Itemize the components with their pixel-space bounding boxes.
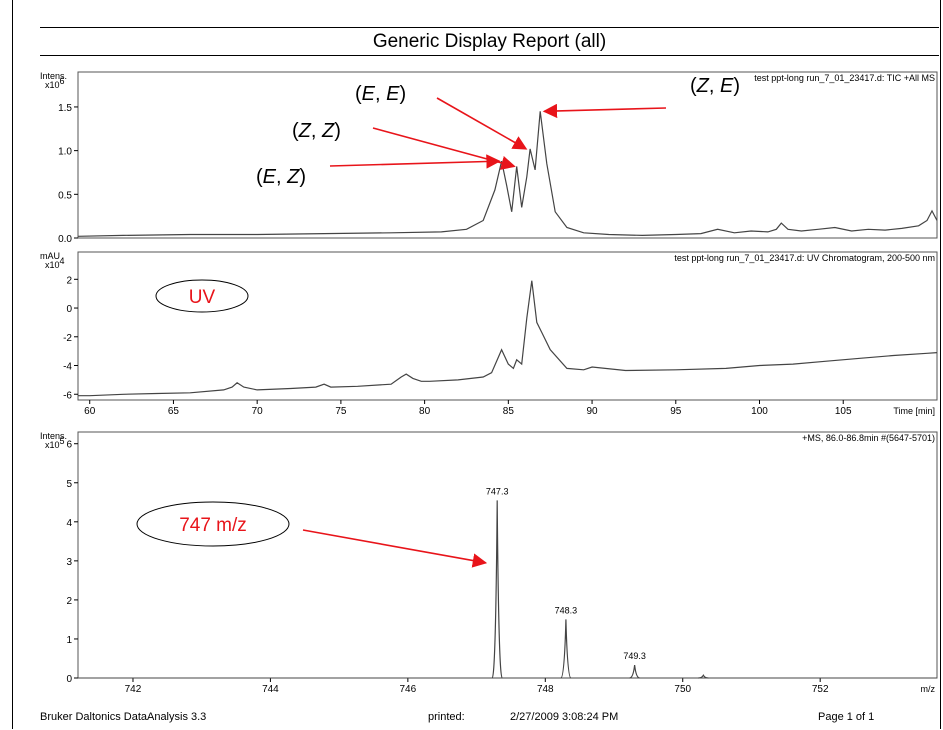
ms-xtick-label: 744	[262, 684, 279, 695]
uv-ytick-label: 2	[66, 275, 72, 286]
ms-xtick-label: 752	[812, 684, 829, 695]
mz-arrow	[302, 529, 488, 568]
header-rule-top	[40, 27, 939, 28]
ms-ytick-label: 1	[66, 635, 72, 646]
mz-label-ellipse	[136, 501, 290, 547]
ms-trace-title: +MS, 86.0-86.8min #(5647-5701)	[802, 433, 935, 443]
uv-plot-frame	[77, 251, 938, 401]
isomer-label-part: (	[292, 120, 299, 142]
ms-ytick-label: 3	[66, 557, 72, 568]
mz-label: 747 m/z	[179, 515, 247, 536]
isomer-label-part: Z	[298, 120, 312, 142]
ms-ylabel: Intens.	[40, 431, 67, 441]
uv-xtick-label: 95	[670, 406, 682, 417]
ms-ytick-label: 0	[66, 674, 72, 685]
ms-peak	[629, 665, 640, 679]
isomer-label-part: Z	[321, 120, 335, 142]
report-frame	[12, 0, 941, 729]
tic-trace-line	[77, 111, 938, 237]
tic-plot-frame	[77, 71, 938, 239]
tic-ylabel: Intens.	[40, 71, 67, 81]
isomer-label-part: ,	[709, 75, 720, 97]
peak-isomer-label: (E, E)	[355, 83, 406, 105]
ms-peak	[698, 674, 709, 679]
ms-peak	[560, 619, 572, 679]
footer-printed-label: printed:	[428, 711, 465, 723]
uv-xtick-label: 60	[84, 406, 96, 417]
ms-xtick-label: 748	[537, 684, 554, 695]
isomer-label-part: )	[334, 120, 341, 142]
ms-panel: +MS, 86.0-86.8min #(5647-5701)Intens.x10…	[40, 431, 938, 695]
footer-software: Bruker Daltonics DataAnalysis 3.3	[40, 711, 207, 723]
isomer-label-part: )	[299, 166, 306, 188]
tic-yscale-exponent: 6	[60, 76, 65, 86]
isomer-arrow	[542, 103, 667, 119]
tic-ytick-label: 1.5	[58, 103, 72, 114]
header-rule-bottom	[40, 55, 939, 56]
uv-xlabel: Time [min]	[893, 406, 935, 416]
ms-ytick-label: 6	[66, 440, 72, 451]
isomer-label-part: )	[733, 75, 740, 97]
uv-xtick-label: 70	[252, 406, 264, 417]
uv-xtick-label: 65	[168, 406, 180, 417]
uv-ylabel: mAU	[40, 251, 60, 261]
isomer-label-part: E	[362, 83, 376, 105]
isomer-label-part: ,	[375, 83, 386, 105]
ms-peak	[491, 500, 503, 679]
uv-xtick-label: 80	[419, 406, 431, 417]
ms-peak-label: 747.3	[486, 486, 509, 496]
uv-xtick-label: 85	[503, 406, 515, 417]
tic-ytick-label: 0.5	[58, 190, 72, 201]
uv-label-ellipse	[155, 279, 249, 313]
tic-trace-title: test ppt-long run_7_01_23417.d: TIC +All…	[754, 73, 935, 83]
uv-trace-line	[78, 280, 938, 397]
isomer-label-part: (	[256, 166, 263, 188]
uv-panel: test ppt-long run_7_01_23417.d: UV Chrom…	[40, 251, 938, 417]
ms-xtick-label: 746	[400, 684, 417, 695]
uv-yscale-exponent: 4	[60, 256, 65, 266]
uv-xtick-label: 100	[751, 406, 768, 417]
uv-label: UV	[189, 287, 216, 308]
peak-isomer-label: (Z, E)	[690, 75, 740, 97]
uv-trace-title: test ppt-long run_7_01_23417.d: UV Chrom…	[674, 253, 935, 263]
uv-xtick-label: 75	[335, 406, 347, 417]
peak-isomer-label: (E, Z)	[256, 166, 306, 188]
footer-date: 2/27/2009 3:08:24 PM	[510, 711, 619, 723]
uv-ytick-label: -6	[63, 390, 72, 401]
tic-ytick-label: 1.0	[58, 147, 72, 158]
footer-page-number: Page 1 of 1	[818, 711, 875, 723]
isomer-label-part: (	[355, 83, 362, 105]
uv-xtick-label: 90	[586, 406, 598, 417]
isomer-label-part: Z	[696, 75, 710, 97]
tic-panel: test ppt-long run_7_01_23417.d: TIC +All…	[40, 71, 938, 245]
peak-isomer-label: (Z, Z)	[292, 120, 341, 142]
isomer-label-part: (	[690, 75, 697, 97]
isomer-label-part: E	[386, 83, 400, 105]
ms-peak-label: 748.3	[555, 605, 578, 615]
isomer-arrow	[329, 154, 501, 169]
isomer-label-part: ,	[311, 120, 322, 142]
ms-ytick-label: 2	[66, 596, 72, 607]
ms-xtick-label: 750	[674, 684, 691, 695]
ms-plot-frame	[77, 431, 938, 679]
ms-xlabel: m/z	[921, 684, 936, 694]
ms-ytick-label: 4	[66, 518, 72, 529]
isomer-label-part: )	[399, 83, 406, 105]
isomer-arrow	[436, 97, 528, 150]
uv-xtick-label: 105	[835, 406, 852, 417]
uv-ytick-label: 0	[66, 304, 72, 315]
ms-peak-label: 749.3	[623, 651, 646, 661]
report-title: Generic Display Report (all)	[372, 31, 607, 52]
uv-ytick-label: -4	[63, 362, 72, 373]
isomer-label-part: E	[263, 166, 277, 188]
tic-ytick-label: 0.0	[58, 234, 72, 245]
isomer-label-part: ,	[276, 166, 287, 188]
ms-xtick-label: 742	[125, 684, 142, 695]
ms-yscale-exponent: 5	[60, 436, 65, 446]
isomer-label-part: Z	[286, 166, 300, 188]
ms-ytick-label: 5	[66, 479, 72, 490]
isomer-label-part: E	[720, 75, 734, 97]
uv-ytick-label: -2	[63, 333, 72, 344]
